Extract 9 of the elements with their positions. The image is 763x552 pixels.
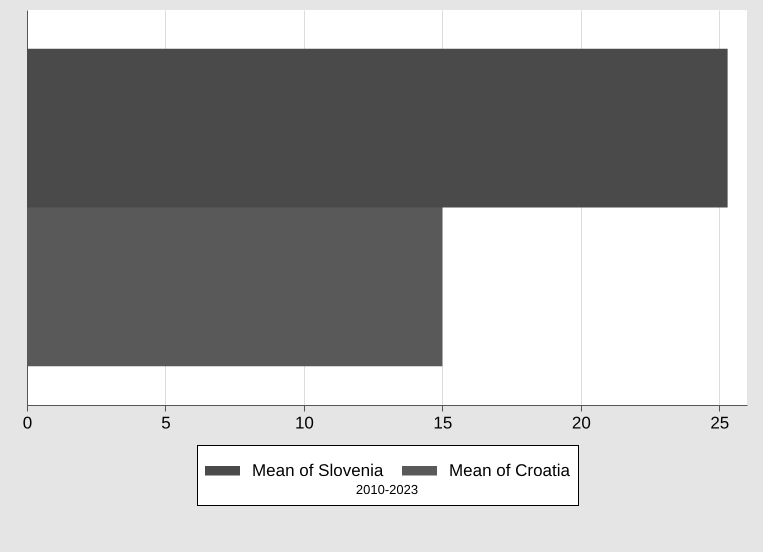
- x-tick-label: 5: [161, 414, 171, 432]
- x-tick-label: 20: [572, 414, 591, 432]
- legend-label: Mean of Slovenia: [252, 460, 384, 480]
- x-tick-label: 25: [710, 414, 730, 432]
- legend-label: Mean of Croatia: [449, 460, 570, 480]
- x-tick-label: 0: [22, 414, 32, 432]
- x-tick-label: 10: [294, 414, 314, 432]
- x-tick-label: 15: [433, 414, 452, 432]
- legend-title: 2010-2023: [356, 482, 418, 497]
